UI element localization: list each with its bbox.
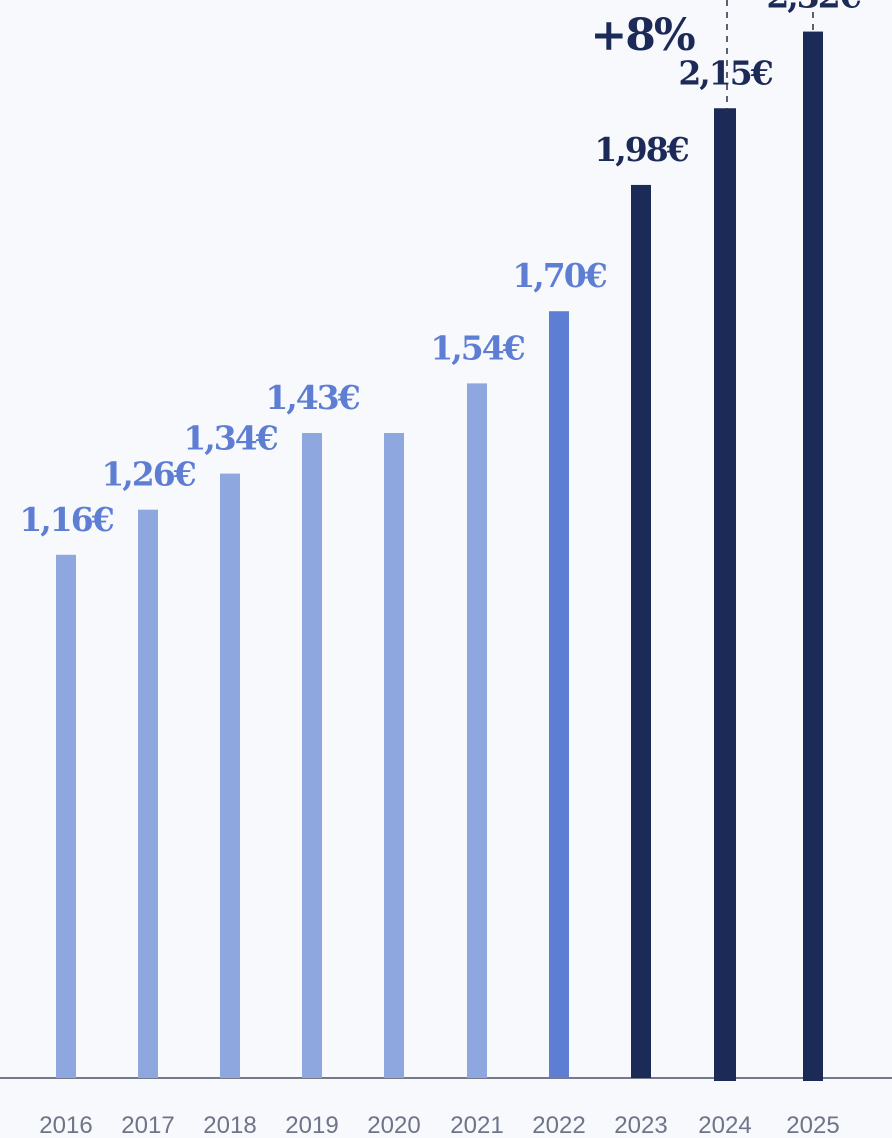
x-tick-label-2024: 2024 [698, 1112, 751, 1138]
bar-2021 [467, 383, 487, 1078]
x-tick-label-2023: 2023 [614, 1112, 667, 1138]
value-label-2022: 1,70€ [512, 256, 606, 295]
bar-2019 [302, 433, 322, 1079]
value-label-2019: 1,43€ [265, 378, 359, 417]
bar-2020 [384, 433, 404, 1079]
x-tick-label-2021: 2021 [450, 1112, 503, 1138]
x-tick-label-2016: 2016 [39, 1112, 92, 1138]
value-label-2025: 2,32€ [766, 0, 860, 16]
x-tick-label-2018: 2018 [203, 1112, 256, 1138]
x-tick-label-2019: 2019 [285, 1112, 338, 1138]
bar-2024 [714, 108, 736, 1082]
bar-2016 [56, 554, 76, 1078]
value-label-2016: 1,16€ [19, 500, 113, 539]
x-tick-label-2020: 2020 [367, 1112, 420, 1138]
x-tick-label-2022: 2022 [532, 1112, 585, 1138]
x-tick-label-2017: 2017 [121, 1112, 174, 1138]
bar-2023 [631, 184, 651, 1079]
growth-annotation: +8% [590, 0, 814, 113]
value-label-2017: 1,26€ [101, 455, 195, 494]
bar-2025 [803, 31, 823, 1081]
x-tick-label-2025: 2025 [786, 1112, 839, 1138]
growth-percentage-label: +8% [590, 10, 694, 61]
bar-2018 [220, 473, 240, 1078]
value-label-2023: 1,98€ [594, 130, 688, 169]
bars-layer [56, 31, 823, 1082]
bar-2017 [138, 509, 158, 1078]
value-label-2021: 1,54€ [430, 328, 524, 367]
labels-layer: 1,16€1,26€1,34€1,43€1,54€1,70€1,98€2,15€… [19, 0, 862, 539]
value-label-2018: 1,34€ [183, 419, 277, 458]
x-tick-labels: 2016 2017 2018 2019 2020 2021 2022 2023 2024 2025 [39, 1112, 839, 1138]
bar-2022 [549, 311, 569, 1078]
